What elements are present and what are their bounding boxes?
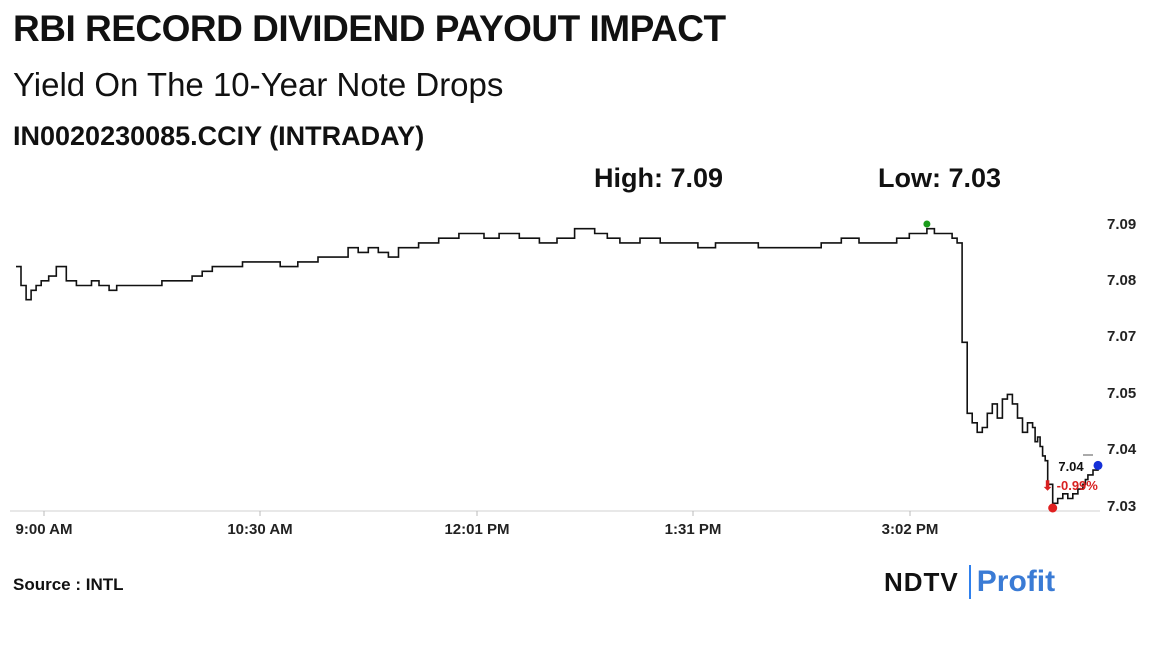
chart-title: RBI RECORD DIVIDEND PAYOUT IMPACT <box>13 8 726 49</box>
y-tick-label: 7.08 <box>1107 272 1136 289</box>
x-tick-label: 3:02 PM <box>882 521 939 538</box>
logo-profit-text: Profit <box>976 565 1056 598</box>
yield-line-chart: 9:00 AM 10:30 AM 12:01 PM 1:31 PM 3:02 PM 7.… <box>10 216 1137 538</box>
last-value-label: 7.04 <box>1058 459 1084 474</box>
high-marker <box>923 220 931 228</box>
logo-ndtv-text: NDTV <box>884 566 959 597</box>
y-axis-ticks: 7.09 7.08 7.07 7.05 7.04 7.03 <box>1107 216 1137 515</box>
y-tick-label: 7.07 <box>1107 328 1136 345</box>
x-tick-label: 12:01 PM <box>444 521 509 538</box>
yield-series-line <box>16 227 1099 505</box>
x-tick-label: 9:00 AM <box>16 521 73 538</box>
high-value-label: High: 7.09 <box>594 163 724 193</box>
low-value-label: Low: 7.03 <box>878 163 1002 193</box>
logo-divider <box>968 565 971 599</box>
x-tick-label: 10:30 AM <box>227 521 292 538</box>
x-tick-label: 1:31 PM <box>665 521 722 538</box>
last-marker <box>1093 460 1103 470</box>
y-tick-label: 7.05 <box>1107 385 1136 402</box>
y-tick-label: 7.09 <box>1107 216 1136 233</box>
y-tick-label: 7.04 <box>1107 441 1137 458</box>
change-percent-label: ⬇ -0.99% <box>1042 478 1098 493</box>
y-tick-label: 7.03 <box>1107 498 1136 515</box>
x-axis-ticks: 9:00 AM 10:30 AM 12:01 PM 1:31 PM 3:02 PM <box>16 511 939 538</box>
source-label: Source : INTL <box>13 575 124 594</box>
chart-markers <box>923 220 1103 513</box>
instrument-label: IN0020230085.CCIY (INTRADAY) <box>13 121 425 151</box>
ndtv-profit-logo: NDTV Profit <box>884 562 1055 602</box>
chart-subtitle: Yield On The 10-Year Note Drops <box>13 66 504 103</box>
low-marker <box>1048 503 1058 513</box>
